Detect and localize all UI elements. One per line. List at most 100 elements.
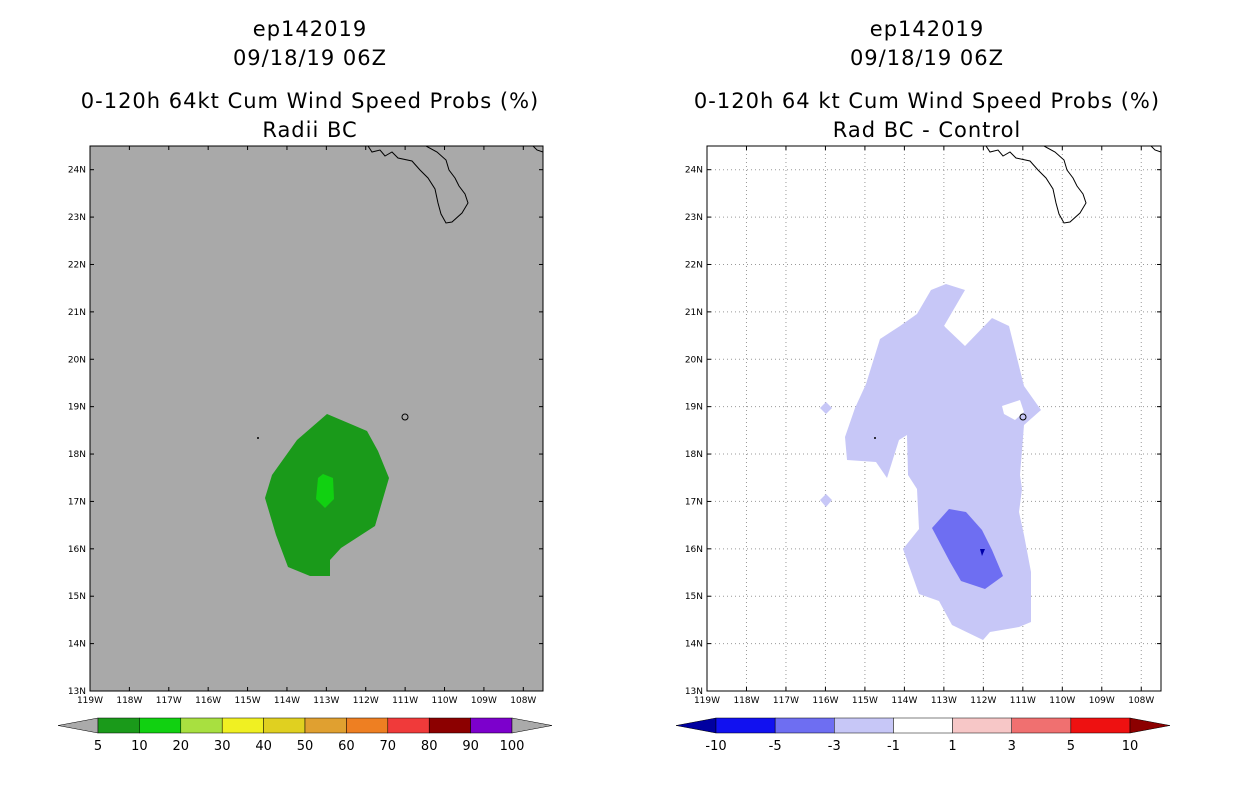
lon-label: 119W	[77, 696, 103, 706]
legend-swatch	[834, 717, 894, 734]
lon-label: 112W	[970, 696, 996, 706]
lon-label: 117W	[773, 696, 799, 706]
lon-label: 116W	[195, 696, 221, 706]
legend-label: 50	[297, 739, 314, 754]
lat-label: 19N	[685, 403, 703, 413]
difference-contour-minus5-minus3	[932, 509, 1003, 589]
lon-label: 109W	[471, 696, 497, 706]
lon-label: 113W	[313, 696, 339, 706]
lon-label: 109W	[1089, 696, 1115, 706]
legend-label: 30	[214, 739, 231, 754]
lat-label: 17N	[68, 497, 86, 507]
lat-label: 18N	[685, 450, 703, 460]
lon-label: 116W	[812, 696, 838, 706]
lat-label: 15N	[685, 592, 703, 602]
coastline-baja	[985, 146, 1087, 224]
map-title: 0-120h 64 kt Cum Wind Speed Probs (%)	[693, 89, 1161, 113]
lon-label: 118W	[116, 696, 142, 706]
lat-label: 23N	[685, 213, 703, 223]
coastline-mainland	[1150, 146, 1161, 153]
lat-label: 24N	[68, 166, 86, 176]
right-title-block: ep142019 09/18/19 06Z 0-120h 64 kt Cum W…	[657, 15, 1197, 145]
map-background	[89, 145, 544, 692]
legend-swatch	[952, 717, 1012, 734]
legend-arrow-high	[1129, 717, 1171, 734]
lon-label: 117W	[156, 696, 182, 706]
lon-label: 118W	[733, 696, 759, 706]
legend-swatch	[263, 717, 306, 734]
legend-label: 5	[1067, 739, 1075, 754]
difference-contour-minus3-minus1	[820, 402, 832, 414]
legend-label: 40	[255, 739, 272, 754]
map-title: 0-120h 64kt Cum Wind Speed Probs (%)	[80, 89, 540, 113]
lon-label: 111W	[392, 696, 418, 706]
island-clarion	[874, 437, 876, 439]
legend-swatch	[893, 717, 953, 734]
legend-swatch	[387, 717, 430, 734]
legend-arrow-high	[511, 717, 553, 734]
left-map: 119W 118W 117W 116W 115W 114W 113W 112W 111W 110W…	[68, 145, 544, 706]
coastline-mainland	[532, 146, 543, 153]
legend-label: 90	[462, 739, 479, 754]
coastline-baja	[367, 146, 469, 224]
lon-label: 119W	[694, 696, 720, 706]
lat-label: 24N	[685, 166, 703, 176]
storm-id: ep142019	[252, 17, 368, 41]
legend-swatch	[139, 717, 182, 734]
island-socorro	[1019, 413, 1027, 421]
island-clarion	[257, 437, 259, 439]
legend-label: -10	[705, 739, 726, 754]
lat-label: 17N	[685, 497, 703, 507]
lat-label: 16N	[68, 545, 86, 555]
lat-label: 13N	[68, 687, 86, 697]
lon-label: 110W	[431, 696, 457, 706]
forecast-datetime: 09/18/19 06Z	[849, 46, 1005, 70]
legend-swatch	[428, 717, 471, 734]
lon-label: 115W	[235, 696, 261, 706]
legend-label: 20	[173, 739, 190, 754]
legend-label: 60	[338, 739, 355, 754]
legend-label: 80	[421, 739, 438, 754]
left-color-legend: 5 10 20 30 40 50 60 70 80 90 100	[57, 717, 553, 754]
track-marker	[980, 549, 985, 556]
legend-label: 70	[380, 739, 397, 754]
legend-swatch	[180, 717, 223, 734]
map-subtitle: Rad BC - Control	[832, 118, 1022, 142]
legend-label: -5	[769, 739, 782, 754]
legend-label: 10	[131, 739, 148, 754]
legend-arrow-low	[675, 717, 717, 734]
right-map: 119W 118W 117W 116W 115W 114W 113W 112W 111W 110W…	[685, 145, 1162, 706]
legend-swatch	[304, 717, 347, 734]
legend-swatch	[774, 717, 835, 734]
lat-label: 20N	[68, 355, 86, 365]
legend-label: 100	[500, 739, 525, 754]
legend-label: -1	[887, 739, 900, 754]
lon-label: 112W	[353, 696, 379, 706]
lat-label: 13N	[685, 687, 703, 697]
lat-label: 14N	[685, 640, 703, 650]
legend-swatch	[221, 717, 264, 734]
legend-label: 5	[94, 739, 102, 754]
legend-swatch	[1011, 717, 1072, 734]
lon-label: 113W	[931, 696, 957, 706]
lat-label: 16N	[685, 545, 703, 555]
lat-label: 21N	[68, 308, 86, 318]
legend-label: 1	[948, 739, 956, 754]
legend-swatch	[346, 717, 389, 734]
legend-label: 10	[1122, 739, 1139, 754]
lon-label: 114W	[891, 696, 917, 706]
storm-id: ep142019	[869, 17, 985, 41]
lon-label: 110W	[1049, 696, 1075, 706]
island-socorro	[401, 413, 409, 421]
lon-label: 111W	[1010, 696, 1036, 706]
legend-swatch	[1070, 717, 1131, 734]
legend-swatch	[470, 717, 513, 734]
lon-label: 108W	[510, 696, 536, 706]
right-color-legend: -10 -5 -3 -1 1 3 5 10	[675, 717, 1171, 754]
legend-swatch	[97, 717, 140, 734]
legend-label: 3	[1008, 739, 1016, 754]
lat-label: 15N	[68, 592, 86, 602]
legend-swatch	[715, 717, 776, 734]
left-title-block: ep142019 09/18/19 06Z 0-120h 64kt Cum Wi…	[40, 15, 580, 145]
